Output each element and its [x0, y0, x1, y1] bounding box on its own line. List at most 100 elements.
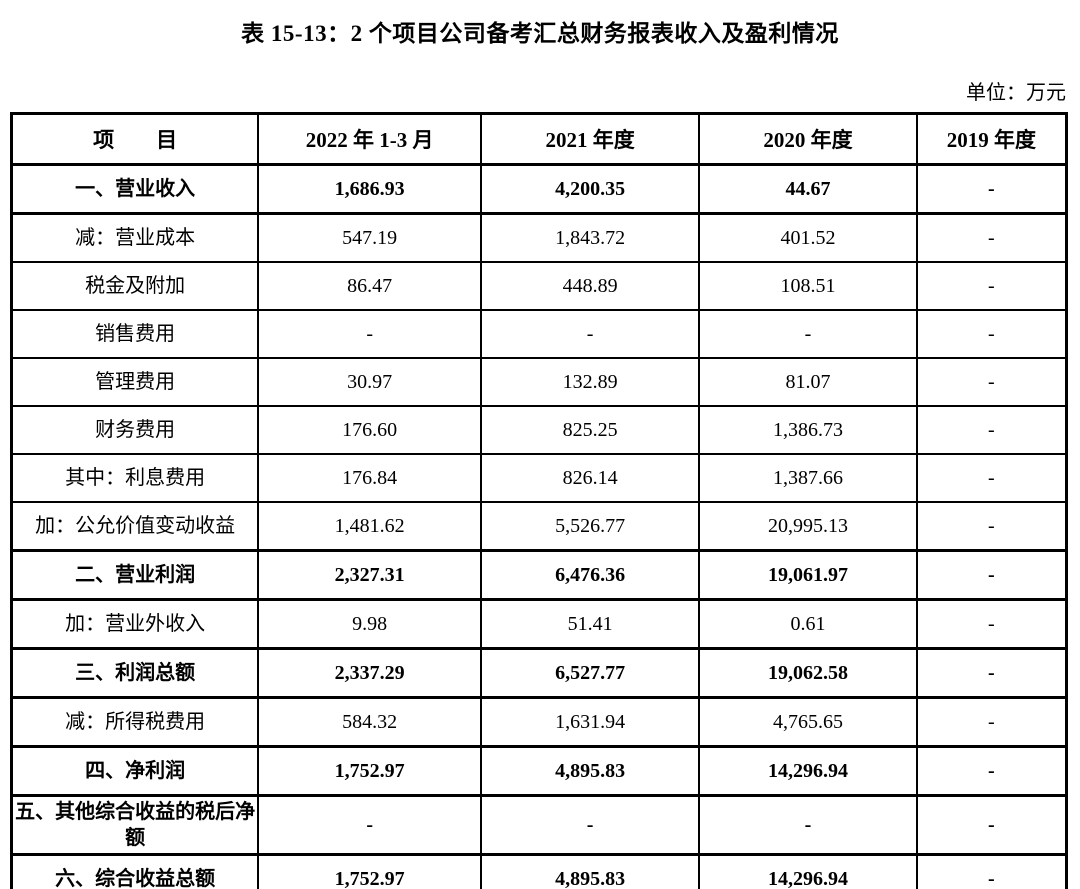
table-body: 一、营业收入 1,686.93 4,200.35 44.67- 减：营业成本 547.19…: [10, 163, 1068, 889]
cell-value: 19,061.97: [698, 549, 918, 601]
row-label: 加：公允价值变动收益: [10, 501, 260, 552]
table-row: 五、其他综合收益的税后净额 - - - -: [10, 794, 1068, 856]
table-row: 减：营业成本 547.19 1,843.72 401.52-: [10, 212, 1068, 263]
cell-value: 51.41: [479, 598, 701, 650]
cell-value: 1,752.97: [257, 745, 482, 797]
row-label: 管理费用: [10, 357, 260, 407]
row-label: 四、净利润: [10, 745, 260, 797]
cell-value: 825.25: [479, 405, 701, 455]
cell-value: -: [915, 501, 1068, 552]
cell-value: 4,895.83: [479, 745, 701, 797]
cell-value: 86.47: [257, 261, 482, 311]
cell-value: 2,337.29: [257, 647, 482, 699]
table-row: 一、营业收入 1,686.93 4,200.35 44.67-: [10, 163, 1068, 215]
table-row: 其中：利息费用 176.84 826.14 1,387.66-: [10, 453, 1068, 503]
cell-value: 4,895.83: [479, 853, 701, 889]
row-label: 财务费用: [10, 405, 260, 455]
row-label: 税金及附加: [10, 261, 260, 311]
header-cell-2022: 2022 年 1-3 月: [257, 112, 482, 166]
table-row: 管理费用 30.97 132.89 81.07-: [10, 357, 1068, 407]
cell-value: 176.84: [257, 453, 482, 503]
cell-value: 108.51: [698, 261, 918, 311]
cell-value: 14,296.94: [698, 853, 918, 889]
cell-value: 6,476.36: [479, 549, 701, 601]
row-label: 一、营业收入: [10, 163, 260, 215]
cell-value: 4,765.65: [698, 696, 918, 748]
cell-value: 19,062.58: [698, 647, 918, 699]
cell-value: -: [915, 309, 1068, 359]
cell-value: 5,526.77: [479, 501, 701, 552]
row-label: 销售费用: [10, 309, 260, 359]
cell-value: 0.61: [698, 598, 918, 650]
cell-value: 14,296.94: [698, 745, 918, 797]
cell-value: -: [915, 598, 1068, 650]
table-row: 销售费用 - - - -: [10, 309, 1068, 359]
row-label: 加：营业外收入: [10, 598, 260, 650]
cell-value: 2,327.31: [257, 549, 482, 601]
cell-value: -: [479, 794, 701, 856]
row-label: 其中：利息费用: [10, 453, 260, 503]
row-label: 五、其他综合收益的税后净额: [10, 794, 260, 856]
row-label: 减：营业成本: [10, 212, 260, 263]
cell-value: -: [915, 212, 1068, 263]
table-row: 财务费用 176.60 825.25 1,386.73-: [10, 405, 1068, 455]
cell-value: -: [915, 794, 1068, 856]
financial-table: 项 目 2022 年 1-3 月 2021 年度 2020 年度 2019 年度…: [10, 112, 1068, 889]
cell-value: 1,386.73: [698, 405, 918, 455]
table-row: 六、综合收益总额 1,752.97 4,895.83 14,296.94-: [10, 853, 1068, 889]
header-cell-2020: 2020 年度: [698, 112, 918, 166]
cell-value: 1,686.93: [257, 163, 482, 215]
cell-value: 547.19: [257, 212, 482, 263]
cell-value: -: [915, 696, 1068, 748]
table-row: 二、营业利润 2,327.31 6,476.36 19,061.97-: [10, 549, 1068, 601]
cell-value: 9.98: [257, 598, 482, 650]
cell-value: 176.60: [257, 405, 482, 455]
cell-value: 4,200.35: [479, 163, 701, 215]
cell-value: 81.07: [698, 357, 918, 407]
cell-value: 1,843.72: [479, 212, 701, 263]
cell-value: 826.14: [479, 453, 701, 503]
page-title: 表 15-13：2 个项目公司备考汇总财务报表收入及盈利情况: [241, 21, 839, 46]
table-row: 四、净利润 1,752.97 4,895.83 14,296.94-: [10, 745, 1068, 797]
cell-value: -: [915, 405, 1068, 455]
cell-value: -: [915, 745, 1068, 797]
cell-value: -: [915, 261, 1068, 311]
cell-value: -: [915, 853, 1068, 889]
cell-value: -: [915, 357, 1068, 407]
header-cell-2021: 2021 年度: [479, 112, 701, 166]
cell-value: -: [479, 309, 701, 359]
cell-value: 44.67: [698, 163, 918, 215]
row-label: 二、营业利润: [10, 549, 260, 601]
header-cell-item: 项 目: [10, 112, 260, 166]
cell-value: 1,481.62: [257, 501, 482, 552]
header-cell-2019: 2019 年度: [915, 112, 1068, 166]
cell-value: 448.89: [479, 261, 701, 311]
table-row: 三、利润总额 2,337.29 6,527.77 19,062.58-: [10, 647, 1068, 699]
cell-value: 401.52: [698, 212, 918, 263]
table-row: 减：所得税费用 584.32 1,631.94 4,765.65-: [10, 696, 1068, 748]
row-label: 减：所得税费用: [10, 696, 260, 748]
cell-value: 20,995.13: [698, 501, 918, 552]
table-row: 加：营业外收入 9.98 51.41 0.61-: [10, 598, 1068, 650]
table-header-row: 项 目 2022 年 1-3 月 2021 年度 2020 年度 2019 年度: [10, 112, 1068, 166]
cell-value: 30.97: [257, 357, 482, 407]
cell-value: -: [915, 453, 1068, 503]
cell-value: -: [257, 794, 482, 856]
table-row: 税金及附加 86.47 448.89 108.51-: [10, 261, 1068, 311]
cell-value: -: [915, 647, 1068, 699]
cell-value: -: [915, 549, 1068, 601]
cell-value: 1,752.97: [257, 853, 482, 889]
cell-value: 132.89: [479, 357, 701, 407]
cell-value: 584.32: [257, 696, 482, 748]
row-label: 六、综合收益总额: [10, 853, 260, 889]
unit-label: 单位：万元: [966, 82, 1066, 104]
cell-value: -: [698, 794, 918, 856]
cell-value: -: [915, 163, 1068, 215]
row-label: 三、利润总额: [10, 647, 260, 699]
table-row: 加：公允价值变动收益 1,481.62 5,526.77 20,995.13-: [10, 501, 1068, 552]
cell-value: 6,527.77: [479, 647, 701, 699]
cell-value: 1,631.94: [479, 696, 701, 748]
cell-value: -: [257, 309, 482, 359]
cell-value: 1,387.66: [698, 453, 918, 503]
